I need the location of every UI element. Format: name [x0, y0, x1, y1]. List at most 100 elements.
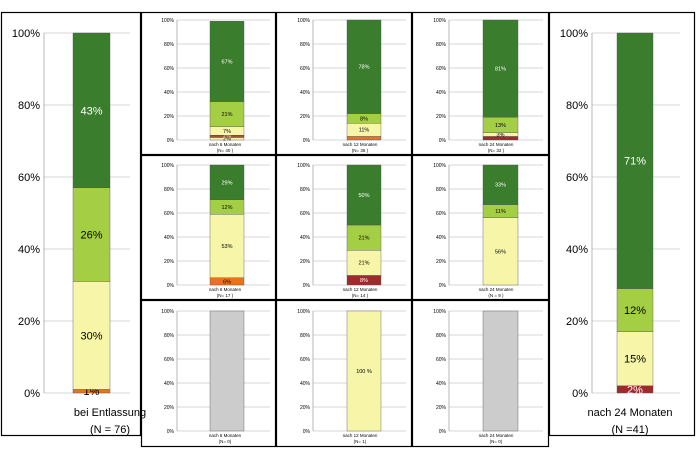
y-tick-label: 80% — [164, 187, 175, 193]
y-tick-label: 40% — [164, 90, 175, 96]
y-tick-label: 60% — [436, 66, 447, 72]
y-tick-label: 40% — [164, 381, 175, 387]
chart-left-large: 0%20%40%60%80%100%1%30%26%43%bei Entlass… — [12, 28, 146, 436]
y-tick-label: 60% — [18, 172, 40, 184]
x-category-label: nach 6 Monaten — [209, 287, 242, 292]
data-label: 53% — [221, 244, 232, 250]
y-tick-label: 40% — [18, 244, 40, 256]
y-tick-label: 20% — [300, 405, 311, 411]
sample-size-label: (N =41) — [612, 424, 649, 436]
y-tick-label: 100% — [161, 18, 174, 24]
data-label: 12% — [221, 205, 232, 211]
bar-segment — [346, 19, 382, 114]
x-category-label: bei Entlassung — [74, 407, 146, 419]
panel-frame-8 — [275, 299, 413, 448]
x-category-label: nach 12 Monaten — [343, 433, 378, 438]
y-tick-label: 20% — [18, 316, 40, 328]
data-label: 2% — [627, 384, 643, 396]
data-label: 7% — [223, 129, 231, 135]
y-tick-label: 40% — [300, 235, 311, 241]
chart-grid-row2-col2: 0% 20% 40% 60% 80% 100% 8% 21% 21% 50% nach 12 Mon… — [297, 163, 406, 298]
panel-frame-5 — [275, 154, 413, 301]
data-label: 11% — [495, 209, 506, 215]
chart-grid-row3-col2: 0% 20% 40% 60% 80% 100% 100 % nach 12 Monaten(N… — [297, 309, 406, 444]
y-tick-label: 0% — [572, 388, 588, 400]
y-tick-label: 80% — [566, 100, 588, 112]
data-label: 21% — [221, 112, 232, 118]
bar-segment — [346, 224, 382, 251]
y-tick-label: 0% — [303, 429, 311, 435]
y-tick-label: 100% — [297, 163, 310, 169]
y-tick-label: 100% — [433, 163, 446, 169]
y-tick-label: 60% — [300, 211, 311, 217]
data-label: 8% — [360, 116, 368, 122]
y-tick-label: 100% — [12, 28, 40, 40]
x-category-label: nach 24 Monaten — [479, 142, 514, 147]
y-tick-label: 20% — [300, 114, 311, 120]
y-tick-label: 80% — [436, 42, 447, 48]
x-category-label: nach 12 Monaten — [343, 287, 378, 292]
data-label: 78% — [358, 65, 369, 71]
y-tick-label: 100% — [161, 163, 174, 169]
y-tick-label: 60% — [164, 357, 175, 363]
bar-segment — [209, 164, 245, 200]
y-tick-label: 20% — [436, 405, 447, 411]
sample-size-label: (N= 0) — [490, 439, 503, 444]
y-tick-label: 20% — [436, 114, 447, 120]
panel-frame-3 — [411, 11, 550, 156]
bar-segment — [482, 19, 519, 118]
y-tick-label: 20% — [566, 316, 588, 328]
y-tick-label: 80% — [300, 42, 311, 48]
data-label: 50% — [358, 193, 369, 199]
chart-grid-row3-col1: 0% 20% 40% 60% 80% 100% nach 6 Monaten(N= 0) — [161, 309, 270, 444]
y-tick-label: 40% — [164, 235, 175, 241]
bar-segment — [72, 32, 111, 189]
y-tick-label: 40% — [436, 381, 447, 387]
bar-segment — [616, 32, 654, 289]
y-tick-label: 0% — [439, 283, 447, 289]
chart-grid-row1-col3: 0% 20% 40% 60% 80% 100% 3% 13% 81% nach 24 Monate… — [433, 18, 543, 153]
y-tick-label: 0% — [167, 138, 175, 144]
chart-right-large: 0% 20% 40% 60% 80% 100% 2% 15% 12% 71% nach 24 Mon… — [560, 28, 680, 436]
bar-segment — [346, 310, 382, 432]
bar-segment — [482, 217, 519, 286]
y-tick-label: 80% — [436, 333, 447, 339]
bar-segment — [209, 21, 245, 102]
y-tick-label: 20% — [164, 259, 175, 265]
y-tick-label: 80% — [300, 187, 311, 193]
y-tick-label: 60% — [164, 211, 175, 217]
data-label: 15% — [624, 354, 646, 366]
bar-segment — [346, 249, 382, 276]
panel-frame-2 — [275, 11, 413, 156]
sample-size-label: (N= 36 ) — [352, 148, 369, 153]
x-category-label: nach 6 Monaten — [209, 142, 242, 147]
y-tick-label: 20% — [164, 114, 175, 120]
y-tick-label: 40% — [300, 381, 311, 387]
y-tick-label: 80% — [436, 187, 447, 193]
chart-grid-row1-col1: 0%20%40%60%80%100%2%2%7%21%67%nach 6 Mon… — [161, 18, 270, 153]
y-tick-label: 80% — [164, 333, 175, 339]
panel-frame-7 — [140, 299, 277, 448]
y-tick-label: 100% — [560, 28, 588, 40]
data-label: 2% — [223, 134, 231, 140]
data-label: 26% — [80, 229, 102, 241]
y-tick-label: 40% — [436, 235, 447, 241]
bar-segment — [209, 213, 245, 278]
panel-frame-10 — [548, 11, 696, 437]
x-category-label: nach 24 Monaten — [587, 407, 672, 419]
y-tick-label: 0% — [167, 283, 175, 289]
sample-size-label: (N= 0) — [219, 439, 232, 444]
data-label: 6% — [223, 279, 231, 285]
y-tick-label: 100% — [297, 18, 310, 24]
bar-segment — [72, 281, 111, 390]
y-tick-label: 0% — [24, 388, 40, 400]
bar-segment — [346, 136, 382, 141]
y-tick-label: 0% — [439, 138, 447, 144]
y-tick-label: 60% — [566, 172, 588, 184]
data-label: 43% — [80, 105, 102, 117]
chart-grid-row1-col2: 0% 20% 40% 60% 80% 100% 11% 8% 78% nach 12 Monate… — [297, 18, 406, 153]
data-label: 56% — [495, 249, 506, 255]
y-tick-label: 60% — [436, 357, 447, 363]
bar-segment — [209, 101, 245, 127]
